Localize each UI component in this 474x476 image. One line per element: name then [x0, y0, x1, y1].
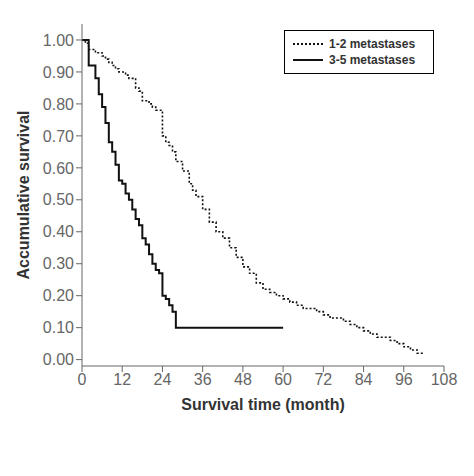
svg-text:Accumulative survival: Accumulative survival — [15, 111, 32, 280]
svg-text:0.90: 0.90 — [43, 64, 74, 81]
svg-text:48: 48 — [234, 371, 252, 388]
html-text:1-2 metastases: 1-2 metastases — [329, 37, 416, 51]
svg-text:12: 12 — [113, 371, 131, 388]
svg-text:0: 0 — [78, 371, 87, 388]
svg-text:84: 84 — [355, 371, 373, 388]
svg-text:108: 108 — [431, 371, 458, 388]
svg-text:0.20: 0.20 — [43, 287, 74, 304]
svg-text:72: 72 — [314, 371, 332, 388]
svg-text:0.40: 0.40 — [43, 223, 74, 240]
svg-text:96: 96 — [395, 371, 413, 388]
html-text:3-5 metastases: 3-5 metastases — [329, 53, 416, 67]
svg-text:Survival time (month): Survival time (month) — [181, 396, 345, 413]
svg-text:60: 60 — [274, 371, 292, 388]
svg-text:0.50: 0.50 — [43, 191, 74, 208]
svg-text:24: 24 — [154, 371, 172, 388]
svg-text:0.60: 0.60 — [43, 160, 74, 177]
svg-text:0.10: 0.10 — [43, 319, 74, 336]
svg-text:0.00: 0.00 — [43, 351, 74, 368]
svg-text:36: 36 — [194, 371, 212, 388]
svg-text:0.80: 0.80 — [43, 96, 74, 113]
svg-text:0.70: 0.70 — [43, 128, 74, 145]
svg-text:0.30: 0.30 — [43, 255, 74, 272]
svg-text:1.00: 1.00 — [43, 32, 74, 49]
